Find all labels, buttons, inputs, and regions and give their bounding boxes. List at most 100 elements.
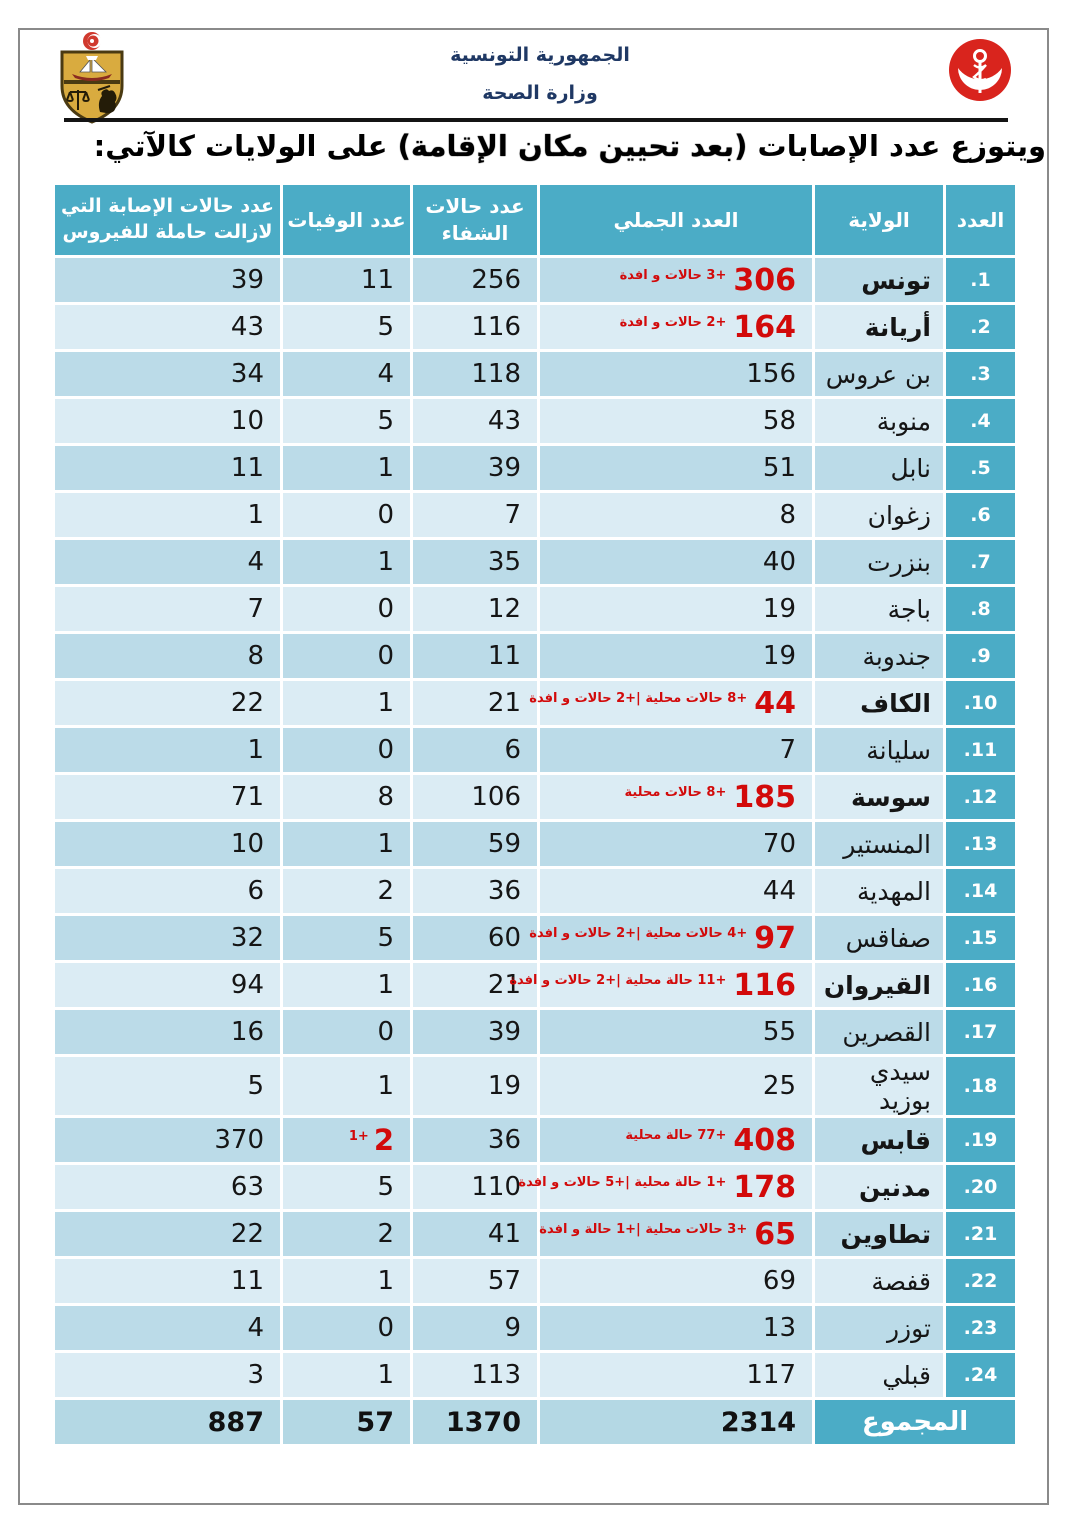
- active-cases-cell: 22: [55, 1212, 280, 1256]
- row-number: .19: [963, 1129, 998, 1151]
- new-cases-annotation: +3 حالات و افدة: [619, 267, 727, 283]
- total-row: المجموع 2314 1370 57 887: [55, 1400, 1015, 1444]
- row-number: .22: [963, 1270, 998, 1292]
- row-number-cell: .9: [946, 634, 1015, 678]
- deaths-cell: 0: [283, 587, 410, 631]
- table-row: .2 أريانة 164 +2 حالات و افدة 116 5 43: [55, 305, 1015, 349]
- divider-rule: [64, 118, 1008, 122]
- recovered-cell: 256: [413, 258, 537, 302]
- health-ministry-logo-icon: [948, 38, 1012, 102]
- table-row: .12 سوسة 185 +8 حالات محلية 106 8 71: [55, 775, 1015, 819]
- total-cases-cell: 19: [540, 634, 812, 678]
- governorate-cell: صفاقس: [815, 916, 943, 960]
- row-number-cell: .15: [946, 916, 1015, 960]
- new-cases-annotation: +2 حالات و افدة: [619, 314, 727, 330]
- total-cases-value: 51: [762, 453, 796, 483]
- cases-by-governorate-table: العدد الولاية العدد الجملي عدد حالات الش…: [52, 182, 1018, 1447]
- total-cases-value: 19: [762, 594, 796, 624]
- row-number: .6: [970, 504, 991, 526]
- row-number: .18: [963, 1075, 998, 1097]
- row-number-cell: .13: [946, 822, 1015, 866]
- table-row: .23 توزر 13 9 0 4: [55, 1306, 1015, 1350]
- row-number: .20: [963, 1176, 998, 1198]
- total-cases-cell: 40: [540, 540, 812, 584]
- table-row: .13 المنستير 70 59 1 10: [55, 822, 1015, 866]
- governorate-cell: توزر: [815, 1306, 943, 1350]
- total-cases-cell: 51: [540, 446, 812, 490]
- row-number: .12: [963, 786, 998, 808]
- total-cases-cell: 70: [540, 822, 812, 866]
- ministry-title: وزارة الصحة: [482, 82, 598, 104]
- row-number-cell: .20: [946, 1165, 1015, 1209]
- row-number: .24: [963, 1364, 998, 1386]
- total-cases-value: 7: [779, 735, 796, 765]
- row-number-cell: .6: [946, 493, 1015, 537]
- governorate-cell: سليانة: [815, 728, 943, 772]
- deaths-cell: 1: [283, 822, 410, 866]
- governorate-cell: منوبة: [815, 399, 943, 443]
- recovered-cell: 59: [413, 822, 537, 866]
- table-row: .19 قابس 408 +77 حالة محلية 36 2 1+ 370: [55, 1118, 1015, 1162]
- deaths-cell: 5: [283, 399, 410, 443]
- total-cases-value: 306: [733, 262, 796, 298]
- table-row: .4 منوبة 58 43 5 10: [55, 399, 1015, 443]
- recovered-cell: 43: [413, 399, 537, 443]
- deaths-cell: 1: [283, 540, 410, 584]
- row-number-cell: .17: [946, 1010, 1015, 1054]
- new-cases-annotation: +4 حالات محلية |+2 حالات و افدة: [529, 925, 748, 941]
- active-cases-cell: 370: [55, 1118, 280, 1162]
- governorate-cell: بن عروس: [815, 352, 943, 396]
- active-cases-cell: 43: [55, 305, 280, 349]
- active-sum-cell: 887: [55, 1400, 280, 1444]
- header-number: العدد: [946, 185, 1015, 255]
- active-cases-cell: 4: [55, 1306, 280, 1350]
- total-cases-cell: 44 +8 حالات محلية |+2 حالات و افدة: [529, 681, 812, 725]
- table-row: .8 باجة 19 12 0 7: [55, 587, 1015, 631]
- row-number-cell: .24: [946, 1353, 1015, 1397]
- governorate-cell: قفصة: [815, 1259, 943, 1303]
- deaths-cell: 11: [283, 258, 410, 302]
- total-cases-value: 58: [762, 406, 796, 436]
- total-cases-value: 69: [762, 1266, 796, 1296]
- total-cases-cell: 185 +8 حالات محلية: [540, 775, 812, 819]
- row-number-cell: .2: [946, 305, 1015, 349]
- governorate-cell: سوسة: [815, 775, 943, 819]
- row-number-cell: .22: [946, 1259, 1015, 1303]
- table-header-row: العدد الولاية العدد الجملي عدد حالات الش…: [55, 185, 1015, 255]
- deaths-cell: 1: [283, 963, 410, 1007]
- table-row: .9 جندوبة 19 11 0 8: [55, 634, 1015, 678]
- deaths-value: 2: [373, 1123, 394, 1157]
- active-cases-cell: 71: [55, 775, 280, 819]
- recovered-cell: 36: [413, 1118, 537, 1162]
- total-cases-value: 408: [733, 1122, 796, 1158]
- deaths-cell: 1: [283, 1353, 410, 1397]
- total-cases-value: 117: [746, 1360, 796, 1390]
- active-cases-cell: 4: [55, 540, 280, 584]
- row-number: .4: [970, 410, 991, 432]
- header-active-cases: عدد حالات الإصابة التي لازالت حاملة للفي…: [55, 185, 280, 255]
- recovered-sum-cell: 1370: [413, 1400, 537, 1444]
- table-row: .17 القصرين 55 39 0 16: [55, 1010, 1015, 1054]
- row-number-cell: .11: [946, 728, 1015, 772]
- total-cases-cell: 55: [540, 1010, 812, 1054]
- active-cases-cell: 6: [55, 869, 280, 913]
- active-cases-cell: 10: [55, 822, 280, 866]
- title-emphasis: (بعد تحيين مكان الإقامة): [397, 129, 748, 163]
- new-cases-annotation: +1 حالة محلية |+5 حالات و افدة: [518, 1174, 727, 1190]
- table-row: .1 تونس 306 +3 حالات و افدة 256 11 39: [55, 258, 1015, 302]
- recovered-cell: 9: [413, 1306, 537, 1350]
- governorate-cell: باجة: [815, 587, 943, 631]
- total-cases-value: 19: [762, 641, 796, 671]
- active-cases-cell: 11: [55, 1259, 280, 1303]
- total-cases-value: 65: [754, 1216, 796, 1252]
- active-cases-cell: 32: [55, 916, 280, 960]
- row-number-cell: .5: [946, 446, 1015, 490]
- active-cases-cell: 1: [55, 493, 280, 537]
- recovered-cell: 113: [413, 1353, 537, 1397]
- active-cases-cell: 39: [55, 258, 280, 302]
- total-cases-cell: 25: [540, 1057, 812, 1115]
- row-number-cell: .18: [946, 1057, 1015, 1115]
- new-cases-annotation: +3 حالات محلية |+1 حالة و افدة: [539, 1221, 748, 1237]
- deaths-cell: 1: [283, 681, 410, 725]
